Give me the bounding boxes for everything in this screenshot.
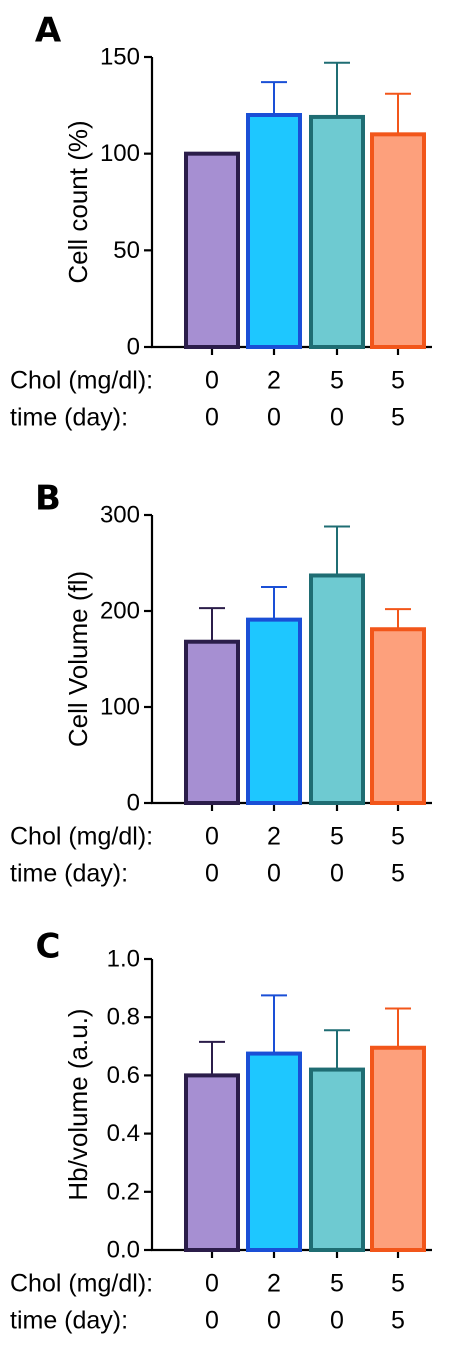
bar xyxy=(184,639,240,805)
chol-value-label: 0 xyxy=(205,1270,219,1298)
chol-value-label: 5 xyxy=(330,823,344,851)
chol-value-label: 0 xyxy=(205,823,219,851)
chol-value-label: 2 xyxy=(267,823,281,851)
time-value-label: 0 xyxy=(267,404,281,432)
row-label-time: time (day): xyxy=(10,860,128,888)
y-axis-label: Hb/volume (a.u.) xyxy=(63,1008,93,1200)
y-axis-label: Cell count (%) xyxy=(63,120,93,283)
y-tick-label: 0 xyxy=(127,334,140,361)
bar xyxy=(246,617,302,806)
y-tick-label: 0.6 xyxy=(107,1062,140,1089)
bar xyxy=(246,113,302,349)
time-value-label: 0 xyxy=(330,404,344,432)
y-tick-label: 300 xyxy=(100,502,140,529)
time-value-label: 0 xyxy=(330,1307,344,1335)
chol-value-label: 0 xyxy=(205,367,219,395)
time-value-label: 0 xyxy=(267,860,281,888)
bar xyxy=(309,114,365,349)
y-tick-label: 0.2 xyxy=(107,1178,140,1205)
time-value-label: 5 xyxy=(391,860,405,888)
panel-letter: A xyxy=(35,11,62,51)
y-tick-label: 0.4 xyxy=(107,1120,140,1147)
bar xyxy=(309,573,365,805)
row-label-chol: Chol (mg/dl): xyxy=(10,823,153,851)
time-value-label: 0 xyxy=(267,1307,281,1335)
y-axis-label: Cell Volume (fl) xyxy=(63,571,93,747)
time-value-label: 0 xyxy=(205,404,219,432)
row-label-chol: Chol (mg/dl): xyxy=(10,1270,153,1298)
chol-value-label: 5 xyxy=(330,367,344,395)
time-value-label: 5 xyxy=(391,1307,405,1335)
y-tick-label: 100 xyxy=(100,694,140,721)
bar xyxy=(370,627,426,805)
row-label-time: time (day): xyxy=(10,1307,128,1335)
y-tick-label: 0 xyxy=(127,790,140,817)
y-tick-label: 50 xyxy=(113,237,140,264)
chol-value-label: 5 xyxy=(391,823,405,851)
bar xyxy=(370,1045,426,1252)
bar xyxy=(184,151,240,349)
bar xyxy=(246,1051,302,1252)
panel-letter: C xyxy=(36,927,61,967)
chol-value-label: 2 xyxy=(267,1270,281,1298)
bar xyxy=(184,1073,240,1253)
chart-panel-c: C 0.0 0.2 0.4 0.6 0.8 1.0 Hb/volume (a.u.) Chol … xyxy=(10,927,432,1335)
y-tick-label: 0.0 xyxy=(107,1237,140,1264)
y-tick-label: 150 xyxy=(100,44,140,71)
y-tick-label: 100 xyxy=(100,140,140,167)
y-tick-label: 1.0 xyxy=(107,946,140,973)
y-tick-label: 200 xyxy=(100,598,140,625)
bar xyxy=(309,1067,365,1252)
chol-value-label: 2 xyxy=(267,367,281,395)
bar xyxy=(370,132,426,349)
time-value-label: 0 xyxy=(205,860,219,888)
panel-letter: B xyxy=(35,479,61,519)
chol-value-label: 5 xyxy=(391,1270,405,1298)
chol-value-label: 5 xyxy=(391,367,405,395)
time-value-label: 0 xyxy=(205,1307,219,1335)
chol-value-label: 5 xyxy=(330,1270,344,1298)
y-tick-label: 0.8 xyxy=(107,1004,140,1031)
time-value-label: 0 xyxy=(330,860,344,888)
row-label-chol: Chol (mg/dl): xyxy=(10,367,153,395)
row-label-time: time (day): xyxy=(10,404,128,432)
time-value-label: 5 xyxy=(391,404,405,432)
